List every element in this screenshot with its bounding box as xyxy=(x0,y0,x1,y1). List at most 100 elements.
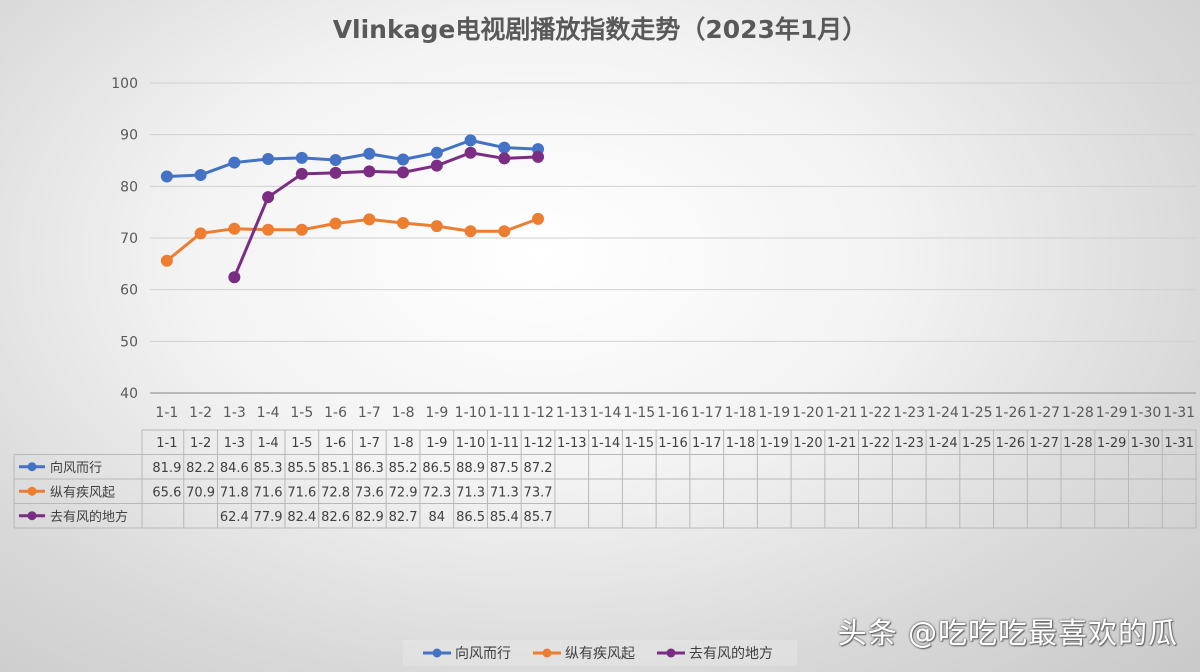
data-point xyxy=(329,217,342,230)
x-tick-label: 1-27 xyxy=(1028,405,1060,421)
table-header-cell: 1-14 xyxy=(591,436,621,451)
data-point xyxy=(295,167,308,180)
table-header-cell: 1-7 xyxy=(359,436,380,451)
y-tick-label: 60 xyxy=(120,283,138,299)
x-tick-label: 1-12 xyxy=(522,405,554,421)
x-tick-label: 1-13 xyxy=(556,405,588,421)
legend-marker-2 xyxy=(542,648,552,658)
data-point xyxy=(363,213,376,226)
table-cell: 72.9 xyxy=(389,485,418,500)
table-header-cell: 1-29 xyxy=(1097,436,1127,451)
table-cell: 81.9 xyxy=(152,461,181,476)
legend-marker-3 xyxy=(666,648,676,658)
table-cell: 85.3 xyxy=(254,461,283,476)
data-point xyxy=(194,168,207,181)
table-header-cell: 1-31 xyxy=(1164,436,1194,451)
x-tick-label: 1-14 xyxy=(590,405,622,421)
data-point xyxy=(295,151,308,164)
data-point xyxy=(464,225,477,238)
data-point xyxy=(397,217,410,230)
table-cell: 82.7 xyxy=(389,510,418,525)
y-tick-label: 80 xyxy=(120,179,138,195)
table-cell: 82.6 xyxy=(321,510,350,525)
table-row-label: 纵有疾风起 xyxy=(50,485,115,500)
axes: 40 50 60 70 80 90 100 1-1 1-2 1-3 1-4 1-5 1-6 1-7 1-8 1… xyxy=(111,76,1196,421)
table-header-cell: 1-19 xyxy=(759,436,789,451)
y-tick-label: 90 xyxy=(120,128,138,144)
table-header-cell: 1-2 xyxy=(190,436,211,451)
data-point xyxy=(397,166,410,179)
table-row-legend-marker xyxy=(27,462,37,472)
table-cell: 65.6 xyxy=(152,485,181,500)
data-point xyxy=(532,150,545,163)
legend-box xyxy=(403,640,797,666)
x-tick-label: 1-17 xyxy=(691,405,723,421)
data-point xyxy=(228,271,241,284)
data-point xyxy=(363,147,376,160)
table-row-legend-marker xyxy=(27,486,37,496)
y-tick-label: 70 xyxy=(120,231,138,247)
table-header-cell: 1-21 xyxy=(827,436,857,451)
x-tick-label: 1-18 xyxy=(725,405,757,421)
x-tick-label: 1-20 xyxy=(792,405,824,421)
table-cell: 71.6 xyxy=(287,485,316,500)
table-header-cell: 1-16 xyxy=(658,436,688,451)
data-point xyxy=(194,227,207,240)
table-cell: 85.1 xyxy=(321,461,350,476)
table-row-legend-marker xyxy=(27,511,37,521)
data-point xyxy=(228,156,241,169)
table-cell: 62.4 xyxy=(220,510,249,525)
data-point xyxy=(160,254,173,267)
data-point xyxy=(430,159,443,172)
table-cell: 88.9 xyxy=(456,461,485,476)
x-tick-label: 1-24 xyxy=(927,405,959,421)
data-point xyxy=(160,170,173,183)
table-header-cell: 1-15 xyxy=(625,436,655,451)
chart-title: Vlinkage电视剧播放指数走势（2023年1月） xyxy=(333,15,868,44)
table-cell: 82.4 xyxy=(287,510,316,525)
table-cell: 85.2 xyxy=(389,461,418,476)
data-point xyxy=(498,225,511,238)
table-cell: 86.3 xyxy=(355,461,384,476)
table-cell: 73.6 xyxy=(355,485,384,500)
data-point xyxy=(329,153,342,166)
data-point xyxy=(532,212,545,225)
table-header-cell: 1-30 xyxy=(1131,436,1161,451)
x-tick-label: 1-28 xyxy=(1062,405,1094,421)
table-cell: 87.5 xyxy=(490,461,519,476)
data-point xyxy=(363,165,376,178)
table-cell: 84.6 xyxy=(220,461,249,476)
x-tick-label: 1-11 xyxy=(488,405,520,421)
table-header-cell: 1-5 xyxy=(291,436,312,451)
table-cell: 84 xyxy=(429,510,446,525)
table-header-cell: 1-25 xyxy=(962,436,992,451)
data-point xyxy=(430,146,443,159)
watermark-text: 头条 @吃吃吃最喜欢的瓜 xyxy=(837,616,1178,650)
x-tick-label: 1-16 xyxy=(657,405,689,421)
table-cell: 72.3 xyxy=(422,485,451,500)
data-point xyxy=(295,223,308,236)
table-cell: 82.9 xyxy=(355,510,384,525)
data-point xyxy=(262,191,275,204)
data-point xyxy=(329,166,342,179)
data-point xyxy=(464,134,477,147)
table-header-cell: 1-18 xyxy=(726,436,756,451)
x-tick-label: 1-9 xyxy=(425,405,448,421)
legend-label-3: 去有风的地方 xyxy=(689,646,773,662)
table-cell: 86.5 xyxy=(456,510,485,525)
data-table: 1-1 1-2 1-3 1-4 1-5 1-6 1-7 1-8 1-9 1-10 1-11 1-12 1… xyxy=(13,429,1197,529)
data-point xyxy=(262,152,275,165)
y-tick-label: 50 xyxy=(120,334,138,350)
table-cell: 82.2 xyxy=(186,461,215,476)
x-tick-label: 1-7 xyxy=(358,405,381,421)
table-cell: 86.5 xyxy=(422,461,451,476)
gridlines xyxy=(150,82,1196,342)
table-cell: 71.6 xyxy=(254,485,283,500)
x-tick-label: 1-29 xyxy=(1096,405,1128,421)
data-point xyxy=(430,220,443,233)
y-tick-label: 100 xyxy=(111,76,138,92)
table-cell: 85.7 xyxy=(524,510,553,525)
x-tick-label: 1-5 xyxy=(290,405,313,421)
table-header-cell: 1-12 xyxy=(523,436,553,451)
